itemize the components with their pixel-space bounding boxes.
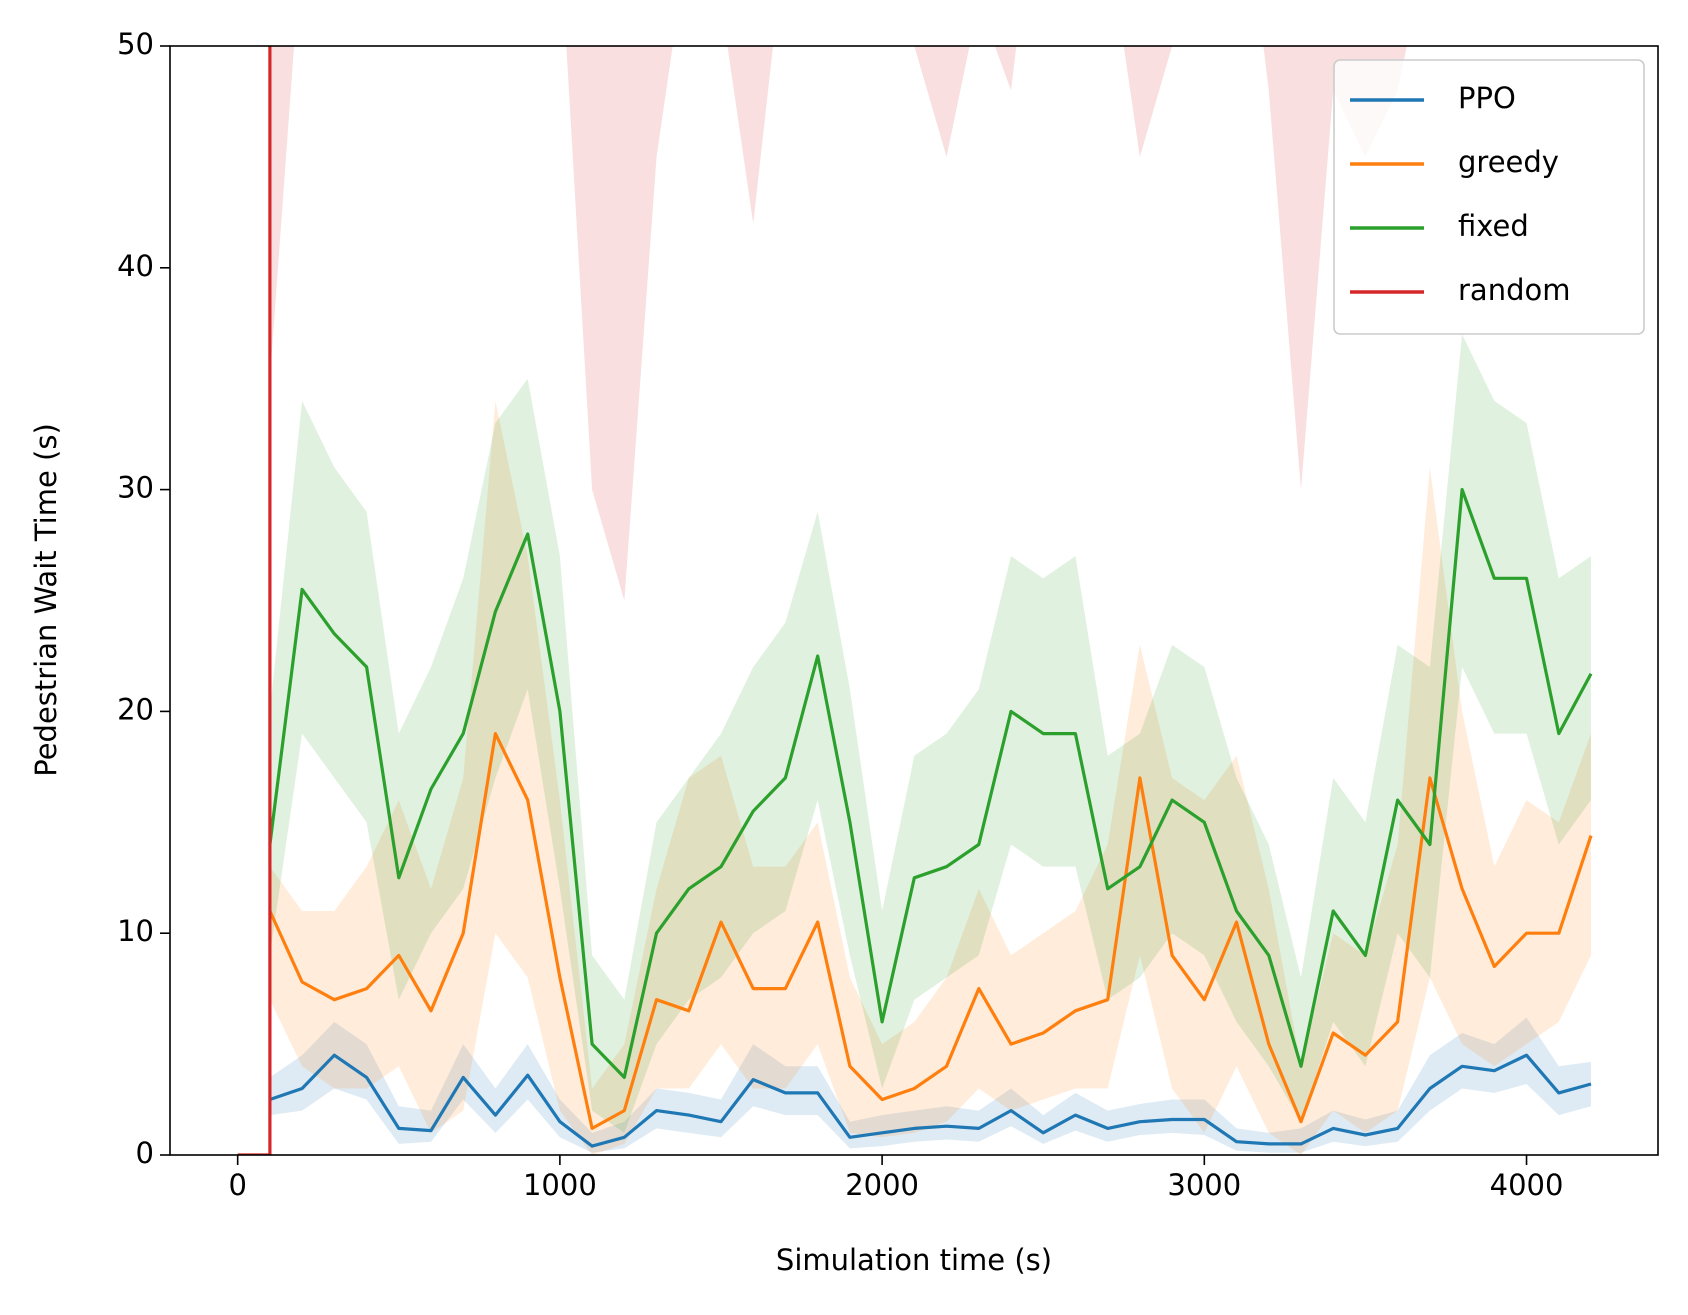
legend-label: PPO xyxy=(1458,81,1516,115)
x-tick-label: 4000 xyxy=(1490,1168,1564,1202)
series-line xyxy=(269,1053,1592,1148)
series-line xyxy=(268,488,1593,1079)
x-tick-label: 2000 xyxy=(845,1168,919,1202)
legend-label: fixed xyxy=(1458,209,1529,243)
legend-label: greedy xyxy=(1458,145,1559,179)
y-tick-label: 40 xyxy=(117,249,154,283)
confidence-band xyxy=(237,46,1407,1155)
confidence-band xyxy=(269,400,1591,1155)
x-axis-label: Simulation time (s) xyxy=(776,1243,1052,1277)
x-tick-label: 3000 xyxy=(1167,1168,1241,1202)
y-tick-label: 50 xyxy=(117,27,154,61)
plot-area xyxy=(237,46,1593,1155)
confidence-band xyxy=(269,334,1591,1133)
x-tick-label: 1000 xyxy=(523,1168,597,1202)
y-axis-label: Pedestrian Wait Time (s) xyxy=(29,423,63,777)
y-tick-label: 0 xyxy=(136,1136,154,1170)
x-tick-label: 0 xyxy=(228,1168,246,1202)
y-tick-label: 30 xyxy=(117,471,154,505)
legend-label: random xyxy=(1458,273,1570,307)
legend: PPO greedy fixed random xyxy=(1333,59,1645,335)
legend-box xyxy=(1333,59,1645,335)
series-line xyxy=(268,732,1593,1130)
axes-frame xyxy=(169,45,1659,1156)
y-tick-label: 10 xyxy=(117,914,154,948)
y-tick-label: 20 xyxy=(117,692,154,726)
